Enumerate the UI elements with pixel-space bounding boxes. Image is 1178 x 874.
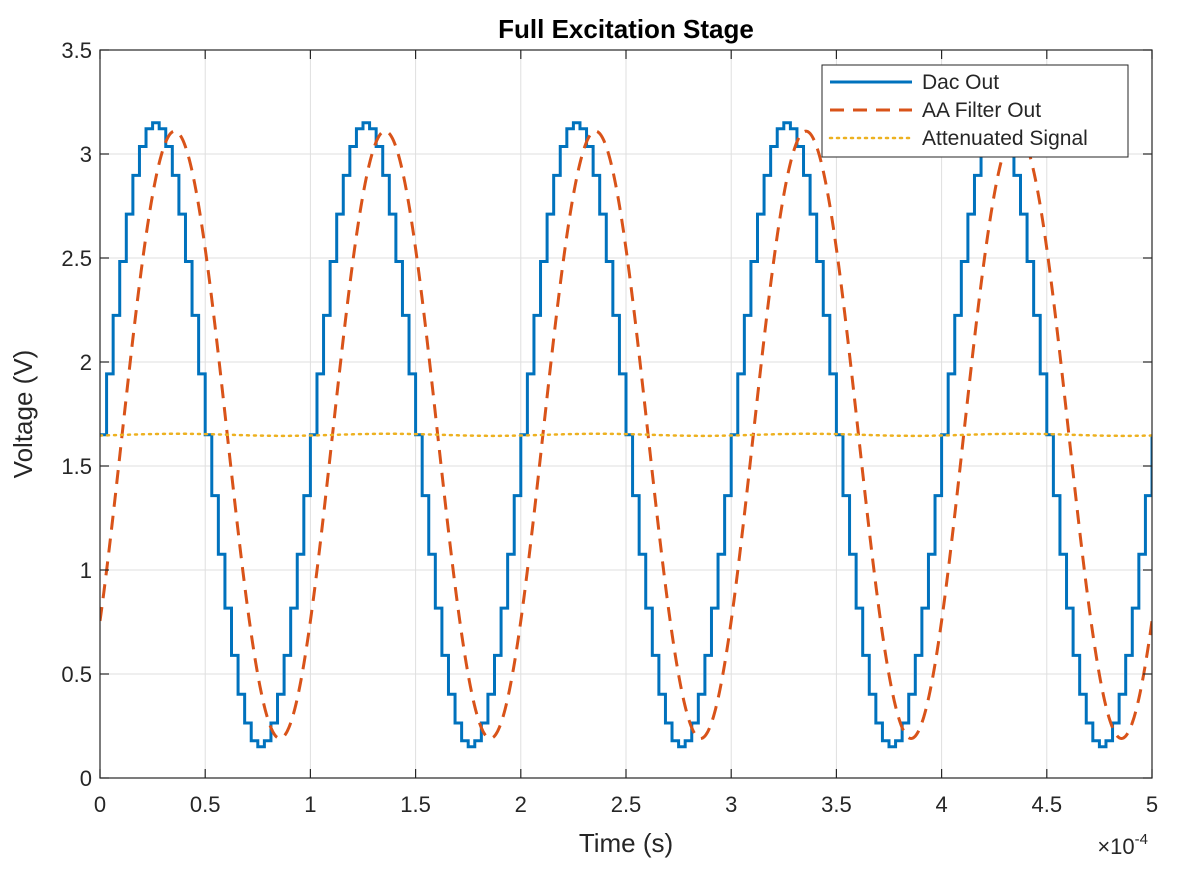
x-tick-label: 0.5 [190,792,221,817]
x-tick-label: 2 [515,792,527,817]
y-tick-label: 0 [80,766,92,791]
x-tick-label: 4 [935,792,947,817]
series-layer [100,121,1152,749]
series-line-attenuated-signal [100,432,1152,438]
x-tick-label: 4.5 [1032,792,1063,817]
x-tick-label: 3.5 [821,792,852,817]
y-tick-label: 1 [80,558,92,583]
x-tick-label: 2.5 [611,792,642,817]
x-tick-label: 5 [1146,792,1158,817]
y-tick-label: 1.5 [61,454,92,479]
legend-box [821,64,1129,158]
y-tick-label: 2.5 [61,246,92,271]
legend-label: Dac Out [922,71,999,94]
series-line-aa-filter-out [100,129,1152,740]
x-axis-title: Time (s) [579,828,673,858]
x-exponent-power: -4 [1135,831,1148,848]
legend-label: Attenuated Signal [922,127,1088,150]
x-tick-label: 3 [725,792,737,817]
x-exponent-label: ×10-4 [1097,831,1148,859]
legend: Dac Out AA Filter Out Attenuated Signal [821,64,1129,158]
y-tick-label: 0.5 [61,662,92,687]
x-tick-label: 1 [304,792,316,817]
x-tick-label: 1.5 [400,792,431,817]
axis-ticks: 0 0.5 1 1.5 2 2.5 3 3.5 4 4.5 5 0 0.5 1 1.5 2 2.5 3 3.5 [61,38,1158,817]
y-tick-label: 3 [80,142,92,167]
chart-title: Full Excitation Stage [498,14,754,44]
x-exponent-base: ×10 [1097,834,1134,859]
y-tick-label: 3.5 [61,38,92,63]
x-tick-label: 0 [94,792,106,817]
y-axis-title: Voltage (V) [8,350,38,479]
y-tick-label: 2 [80,350,92,375]
legend-label: AA Filter Out [922,99,1041,122]
